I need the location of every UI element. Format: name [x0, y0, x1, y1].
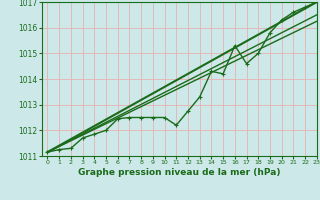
X-axis label: Graphe pression niveau de la mer (hPa): Graphe pression niveau de la mer (hPa) [78, 168, 280, 177]
